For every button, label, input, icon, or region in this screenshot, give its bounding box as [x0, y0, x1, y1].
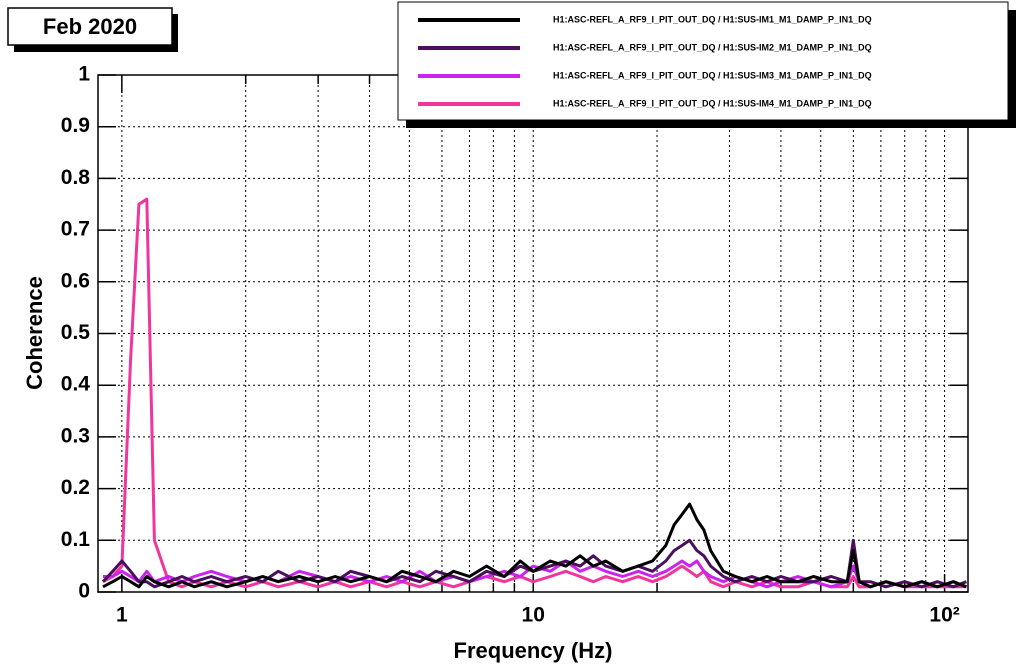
data-line [102, 502, 967, 589]
data-line [101, 538, 967, 589]
legend-label: H1:ASC-REFL_A_RF9_I_PIT_OUT_DQ / H1:SUS-… [553, 70, 872, 80]
x-tick-label: 10 [522, 604, 545, 627]
y-tick-label: 0.5 [61, 321, 91, 344]
y-tick-label: 0.8 [61, 166, 91, 189]
x-tick-label: 1 [116, 604, 128, 627]
y-axis-label: Coherence [22, 276, 47, 390]
legend-label: H1:ASC-REFL_A_RF9_I_PIT_OUT_DQ / H1:SUS-… [553, 42, 872, 52]
y-tick-label: 0.2 [61, 476, 90, 499]
y-tick-label: 0.6 [61, 269, 90, 292]
x-axis-label: Frequency (Hz) [454, 638, 613, 663]
y-tick-label: 0.9 [61, 114, 90, 137]
y-tick-label: 1 [78, 63, 90, 86]
legend-label: H1:ASC-REFL_A_RF9_I_PIT_OUT_DQ / H1:SUS-… [553, 14, 872, 24]
x-tick-label: 10² [929, 604, 959, 627]
legend-label: H1:ASC-REFL_A_RF9_I_PIT_OUT_DQ / H1:SUS-… [553, 98, 872, 108]
y-tick-label: 0.7 [61, 218, 90, 241]
chart-title: Feb 2020 [43, 14, 137, 39]
y-tick-label: 0 [78, 580, 90, 603]
y-tick-label: 0.1 [61, 528, 91, 551]
y-tick-label: 0.3 [61, 424, 90, 447]
title-box [7, 7, 173, 46]
y-tick-label: 0.4 [61, 373, 91, 396]
